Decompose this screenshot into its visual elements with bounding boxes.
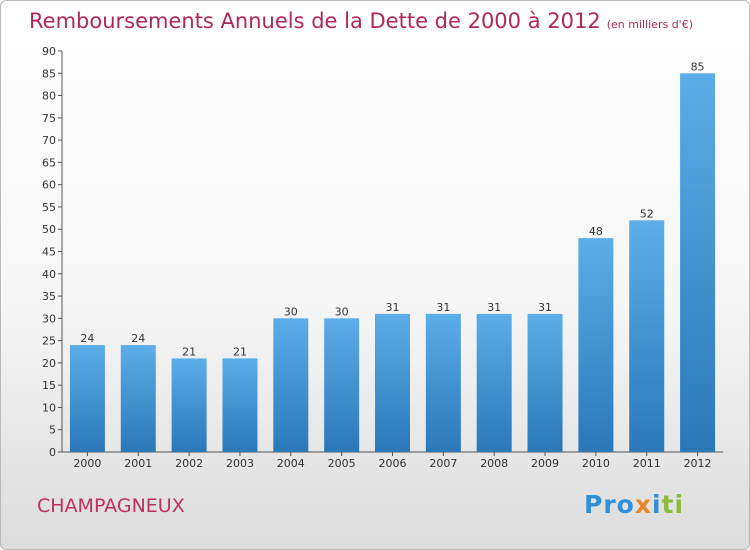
- x-tick-label: 2004: [277, 457, 305, 470]
- bar: [578, 238, 614, 452]
- x-tick-label: 2010: [582, 457, 610, 470]
- data-label: 24: [131, 332, 145, 345]
- y-tick-label: 30: [42, 312, 56, 325]
- y-tick-label: 85: [42, 67, 56, 80]
- x-tick-label: 2006: [379, 457, 407, 470]
- bar: [120, 345, 156, 452]
- y-tick-label: 10: [42, 401, 56, 414]
- y-tick-label: 5: [49, 424, 56, 437]
- y-tick-label: 60: [42, 179, 56, 192]
- y-tick-label: 75: [42, 112, 56, 125]
- y-tick-label: 15: [42, 379, 56, 392]
- y-tick-label: 45: [42, 246, 56, 259]
- x-tick-label: 2008: [480, 457, 508, 470]
- unit-note: (en milliers d'€): [606, 18, 693, 31]
- x-tick-label: 2003: [226, 457, 254, 470]
- logo-part-1: Pro: [584, 490, 635, 519]
- bar: [375, 313, 410, 452]
- data-label: 48: [589, 225, 603, 238]
- x-tick-label: 2000: [73, 457, 101, 470]
- data-label: 21: [182, 345, 196, 358]
- y-tick-label: 65: [42, 156, 56, 169]
- bar: [171, 358, 207, 452]
- bar: [680, 73, 716, 453]
- commune-name: CHAMPAGNEUX: [37, 495, 185, 517]
- x-tick-label: 2001: [124, 457, 152, 470]
- x-tick-label: 2011: [633, 457, 661, 470]
- data-label: 31: [436, 301, 450, 314]
- bar: [69, 345, 105, 452]
- y-tick-label: 80: [42, 90, 56, 103]
- bar: [425, 313, 461, 452]
- y-tick-label: 90: [42, 45, 56, 58]
- data-label: 21: [233, 345, 247, 358]
- bar: [476, 313, 512, 452]
- data-label: 31: [487, 301, 501, 314]
- bar: [324, 318, 360, 452]
- data-label: 31: [538, 301, 552, 314]
- y-tick-label: 40: [42, 268, 56, 281]
- logo-part-4: ti: [661, 490, 685, 519]
- bar: [273, 318, 309, 452]
- x-tick-label: 2002: [175, 457, 203, 470]
- x-tick-label: 2007: [429, 457, 457, 470]
- y-tick-label: 70: [42, 134, 56, 147]
- x-tick-label: 2009: [531, 457, 559, 470]
- data-label: 85: [691, 60, 705, 73]
- bars: 24 24 21 21 30 30 31 31 31 31 48 52 85: [69, 60, 716, 453]
- logo-part-3: i: [651, 490, 662, 519]
- y-tick-label: 55: [42, 201, 56, 214]
- y-tick-label: 20: [42, 357, 56, 370]
- x-tick-label: 2012: [684, 457, 712, 470]
- logo-part-2: x: [634, 490, 652, 519]
- chart-title: Remboursements Annuels de la Dette de 20…: [29, 9, 693, 33]
- bar: [527, 313, 563, 452]
- y-tick-label: 35: [42, 290, 56, 303]
- bar: [629, 220, 665, 452]
- data-label: 52: [640, 207, 654, 220]
- data-label: 30: [335, 305, 349, 318]
- chart-title-text: Remboursements Annuels de la Dette de 20…: [29, 9, 601, 33]
- y-tick-label: 0: [49, 446, 56, 459]
- data-label: 24: [80, 332, 94, 345]
- proxiti-logo: Proxiti: [584, 490, 684, 519]
- axes: 0 5 10 15 20 25 30 35 40 45 50 55 60 65 70 75 80 85 90 2000…: [42, 45, 723, 470]
- y-tick-label: 50: [42, 223, 56, 236]
- bar: [222, 358, 258, 452]
- y-tick-label: 25: [42, 335, 56, 348]
- data-label: 30: [284, 305, 298, 318]
- x-tick-label: 2005: [328, 457, 356, 470]
- data-label: 31: [386, 301, 400, 314]
